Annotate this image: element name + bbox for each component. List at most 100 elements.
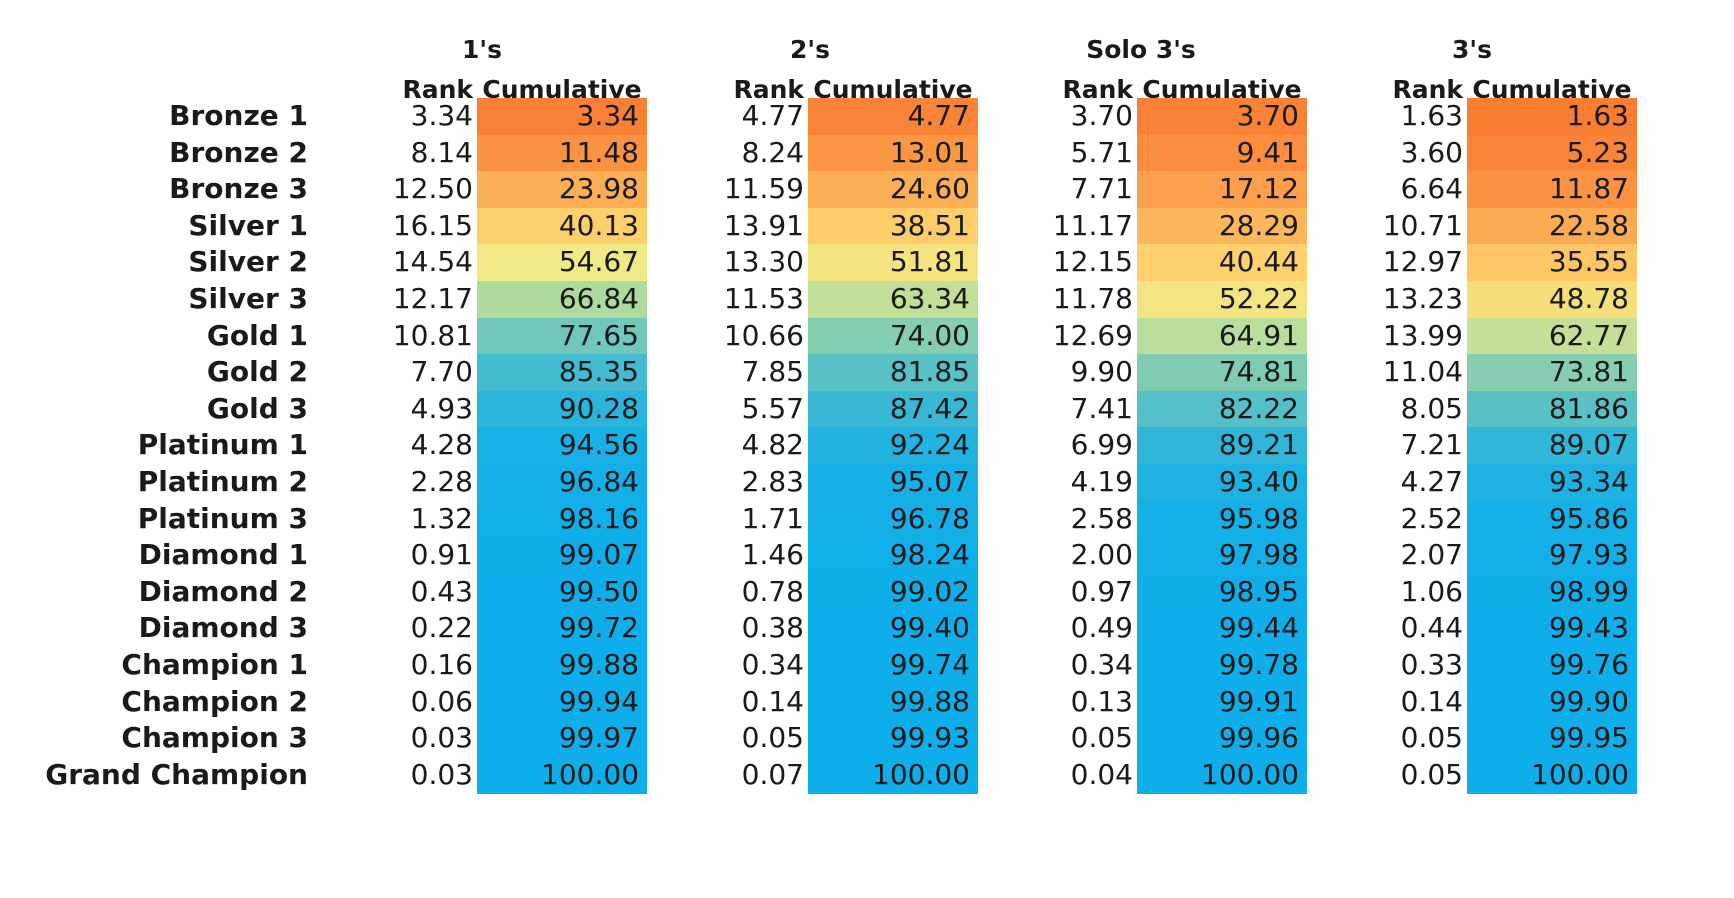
rank-value: 0.03	[410, 757, 473, 791]
rank-value: 0.06	[410, 684, 473, 718]
column-header-cumulative: Cumulative	[482, 75, 642, 104]
rank-value: 1.46	[741, 538, 804, 572]
cumulative-cell	[1467, 647, 1637, 685]
cumulative-cell	[1467, 464, 1637, 502]
rank-value: 13.23	[1382, 282, 1463, 315]
row-label: Diamond 2	[138, 574, 308, 608]
cumulative-value: 3.34	[576, 99, 639, 132]
cumulative-cell	[1137, 207, 1307, 245]
cumulative-value: 87.42	[889, 391, 970, 425]
cumulative-cell	[808, 573, 978, 611]
cumulative-value: 95.86	[1548, 501, 1629, 535]
rank-value: 11.78	[1052, 282, 1133, 315]
cumulative-value: 81.86	[1548, 391, 1629, 425]
cumulative-value: 99.50	[558, 574, 639, 608]
cumulative-cell	[1467, 427, 1637, 465]
column-header-rank: Rank	[1392, 75, 1463, 104]
cumulative-value: 100.00	[541, 757, 639, 791]
cumulative-value: 99.78	[1218, 648, 1299, 681]
cumulative-value: 40.13	[558, 208, 639, 242]
rank-value: 0.91	[410, 538, 473, 572]
group-title: 3's	[1452, 35, 1492, 64]
group-title: 1's	[462, 35, 502, 64]
cumulative-value: 99.94	[558, 684, 639, 718]
cumulative-value: 99.72	[558, 611, 639, 645]
cumulative-cell	[1467, 134, 1637, 172]
cumulative-value: 85.35	[558, 355, 639, 389]
cumulative-value: 100.00	[1531, 757, 1629, 791]
cumulative-value: 94.56	[558, 428, 639, 462]
rank-value: 0.14	[1400, 684, 1463, 718]
row-label: Bronze 1	[169, 99, 308, 132]
cumulative-cell	[1467, 317, 1637, 355]
rank-value: 13.91	[723, 208, 804, 242]
rank-value: 12.69	[1052, 318, 1133, 352]
rank-value: 13.99	[1382, 318, 1463, 352]
rank-value: 2.52	[1400, 501, 1463, 535]
cumulative-value: 28.29	[1218, 208, 1299, 242]
rank-value: 2.28	[410, 465, 473, 498]
rank-value: 7.71	[1070, 172, 1133, 206]
row-label: Grand Champion	[45, 757, 308, 791]
row-label: Silver 2	[188, 245, 308, 279]
cumulative-value: 95.98	[1218, 501, 1299, 535]
cumulative-value: 74.00	[889, 318, 970, 352]
rank-value: 4.28	[410, 428, 473, 462]
cumulative-cell	[1137, 610, 1307, 648]
cumulative-value: 95.07	[889, 465, 970, 498]
cumulative-value: 99.07	[558, 538, 639, 572]
row-label: Champion 2	[121, 684, 308, 718]
cumulative-cell	[808, 244, 978, 282]
cumulative-cell	[1467, 573, 1637, 611]
cumulative-value: 96.84	[558, 465, 639, 498]
cumulative-cell	[808, 207, 978, 245]
cumulative-value: 99.43	[1548, 611, 1629, 645]
rank-value: 0.49	[1070, 611, 1133, 645]
cumulative-value: 52.22	[1218, 282, 1299, 315]
rank-value: 0.97	[1070, 574, 1133, 608]
cumulative-value: 54.67	[558, 245, 639, 279]
cumulative-value: 96.78	[889, 501, 970, 535]
row-label: Bronze 2	[169, 135, 308, 169]
cumulative-cell	[1467, 207, 1637, 245]
rank-value: 6.99	[1070, 428, 1133, 462]
cumulative-cell	[808, 647, 978, 685]
cumulative-cell	[1467, 756, 1637, 794]
column-header-cumulative: Cumulative	[1472, 75, 1632, 104]
cumulative-value: 93.40	[1218, 465, 1299, 498]
cumulative-cell	[1137, 134, 1307, 172]
cumulative-cell	[477, 647, 647, 685]
cumulative-cell	[477, 756, 647, 794]
cumulative-cell	[808, 354, 978, 392]
cumulative-cell	[808, 390, 978, 428]
rank-value: 0.34	[1070, 648, 1133, 681]
cumulative-cell	[1137, 354, 1307, 392]
cumulative-cell	[477, 281, 647, 319]
cumulative-cell	[808, 171, 978, 209]
cumulative-value: 99.95	[1548, 721, 1629, 755]
rank-value: 12.97	[1382, 245, 1463, 279]
cumulative-value: 11.48	[558, 135, 639, 169]
rank-value: 8.14	[410, 135, 473, 169]
rank-value: 7.21	[1400, 428, 1463, 462]
cumulative-value: 98.99	[1548, 574, 1629, 608]
rank-value: 0.07	[741, 757, 804, 791]
cumulative-cell	[1137, 427, 1307, 465]
cumulative-cell	[808, 537, 978, 575]
cumulative-cell	[477, 390, 647, 428]
cumulative-cell	[1137, 464, 1307, 502]
rank-value: 5.71	[1070, 135, 1133, 169]
group-title: 2's	[790, 35, 830, 64]
cumulative-cell	[1467, 98, 1637, 136]
rank-value: 3.70	[1070, 99, 1133, 132]
cumulative-cell	[808, 683, 978, 721]
rank-value: 4.82	[741, 428, 804, 462]
rank-value: 11.53	[723, 282, 804, 315]
rank-value: 0.78	[741, 574, 804, 608]
rank-value: 2.00	[1070, 538, 1133, 572]
rank-value: 3.34	[410, 99, 473, 132]
cumulative-cell	[477, 573, 647, 611]
cumulative-cell	[477, 171, 647, 209]
cumulative-cell	[1467, 281, 1637, 319]
cumulative-cell	[808, 720, 978, 758]
